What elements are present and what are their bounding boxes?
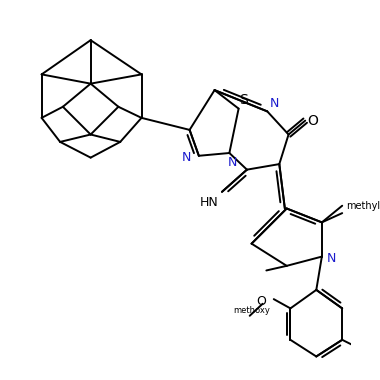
Text: N: N bbox=[270, 98, 279, 111]
Text: O: O bbox=[307, 114, 318, 128]
Text: O: O bbox=[256, 295, 266, 309]
Text: methyl: methyl bbox=[346, 201, 380, 211]
Text: S: S bbox=[239, 93, 248, 107]
Text: N: N bbox=[182, 151, 192, 164]
Text: HN: HN bbox=[200, 196, 218, 209]
Text: N: N bbox=[326, 252, 336, 265]
Text: methoxy: methoxy bbox=[233, 306, 270, 315]
Text: N: N bbox=[228, 156, 237, 169]
